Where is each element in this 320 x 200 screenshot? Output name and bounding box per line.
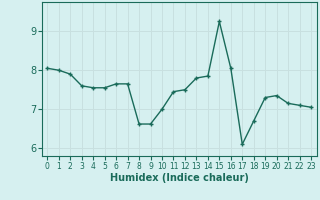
X-axis label: Humidex (Indice chaleur): Humidex (Indice chaleur) xyxy=(110,173,249,183)
